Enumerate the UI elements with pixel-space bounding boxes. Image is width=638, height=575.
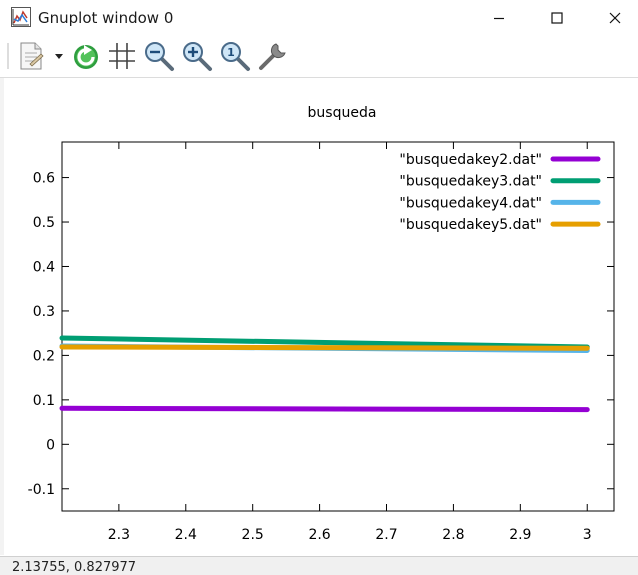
window-title: Gnuplot window 0 — [38, 9, 174, 27]
options-button[interactable] — [256, 38, 290, 74]
zoom-out-button[interactable] — [142, 38, 176, 74]
x-tick-label: 3 — [583, 527, 592, 543]
legend-label: "busquedakey2.dat" — [399, 152, 542, 168]
x-tick-label: 2.7 — [375, 527, 397, 543]
status-bar: 2.13755, 0.827977 — [0, 556, 638, 575]
close-icon — [609, 12, 621, 24]
y-tick-label: 0 — [46, 437, 55, 453]
series-line — [59, 405, 590, 413]
plot-canvas[interactable]: busqueda -0.1 0 0.1 0.2 0.3 0.4 0.5 0.6 2.3 2.4 2… — [5, 78, 638, 555]
maximize-button[interactable] — [534, 0, 580, 36]
series-line — [59, 344, 590, 351]
x-tick-label: 2.6 — [308, 527, 330, 543]
zoom-in-icon — [183, 42, 212, 71]
legend-label: "busquedakey4.dat" — [399, 195, 542, 211]
window-edge — [0, 78, 4, 555]
unzoom-icon: 1 — [221, 42, 250, 71]
zoom-in-button[interactable] — [180, 38, 214, 74]
copy-print-dropdown[interactable] — [52, 38, 66, 74]
unzoom-button[interactable]: 1 — [218, 38, 252, 74]
legend: "busquedakey2.dat" "busquedakey3.dat" "bus… — [399, 152, 601, 233]
maximize-icon — [551, 12, 563, 24]
y-tick-label: 0.6 — [33, 171, 55, 187]
toolbar: 1 — [0, 36, 638, 78]
minimize-button[interactable] — [476, 0, 522, 36]
x-tick-label: 2.5 — [242, 527, 264, 543]
y-tick-label: 0.4 — [33, 259, 55, 275]
copy-print-icon — [20, 42, 44, 70]
legend-label: "busquedakey3.dat" — [399, 174, 542, 190]
y-tick-label: 0.5 — [33, 215, 55, 231]
dropdown-arrow-icon — [55, 54, 63, 59]
grid-icon — [109, 43, 135, 69]
x-axis: 2.3 2.4 2.5 2.6 2.7 2.8 2.9 3 — [108, 142, 592, 543]
chart: busqueda -0.100.10.20.30.40.50.6 2.3 2.4 2… — [28, 105, 615, 543]
series-line — [59, 335, 590, 350]
status-coordinates: 2.13755, 0.827977 — [12, 560, 137, 575]
y-tick-label: -0.1 — [28, 482, 55, 498]
copy-print-button[interactable] — [14, 38, 48, 74]
toolbar-grip — [6, 38, 10, 74]
legend-label: "busquedakey5.dat" — [399, 217, 542, 233]
x-tick-label: 2.4 — [175, 527, 197, 543]
x-tick-label: 2.3 — [108, 527, 130, 543]
svg-text:1: 1 — [227, 46, 235, 59]
options-wrench-icon — [259, 43, 286, 70]
close-button[interactable] — [592, 0, 638, 36]
replot-button[interactable] — [70, 38, 102, 74]
gnuplot-app-icon — [11, 7, 31, 27]
y-tick-label: 0.2 — [33, 348, 55, 364]
title-bar[interactable]: Gnuplot window 0 — [0, 0, 638, 36]
grid-button[interactable] — [106, 38, 138, 74]
chart-title: busqueda — [308, 105, 377, 121]
x-tick-label: 2.8 — [442, 527, 464, 543]
y-tick-label: 0.3 — [33, 304, 55, 320]
y-axis: -0.1 0 0.1 0.2 0.3 0.4 0.5 0.6 — [28, 171, 614, 498]
replot-icon — [74, 45, 98, 69]
plot-frame — [61, 141, 615, 512]
minimize-icon — [494, 17, 504, 20]
series-group — [59, 335, 590, 413]
zoom-out-icon — [145, 42, 174, 71]
y-tick-label: 0.1 — [33, 393, 55, 409]
x-tick-label: 2.9 — [509, 527, 531, 543]
